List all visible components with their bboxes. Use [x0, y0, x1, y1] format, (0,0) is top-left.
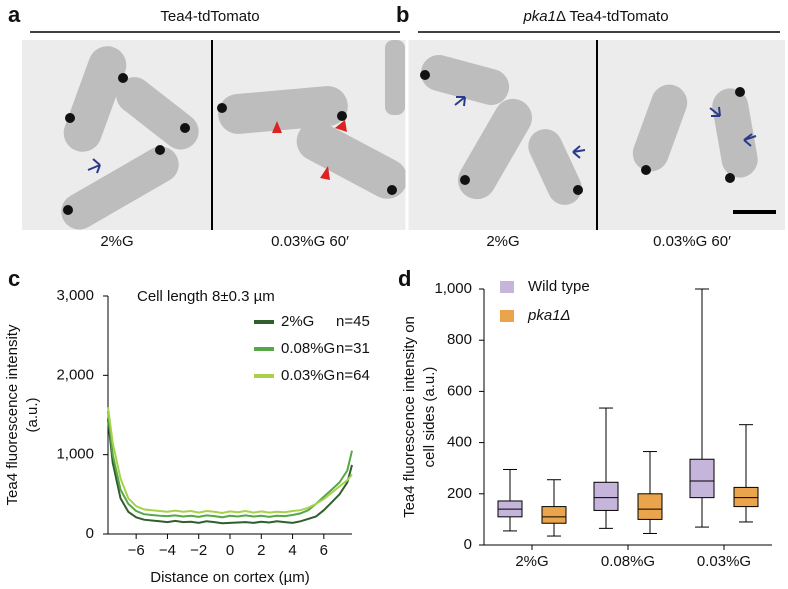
y-axis-label: (a.u.) — [24, 397, 41, 432]
panel-label: b — [396, 2, 409, 27]
y-tick-label: 800 — [447, 331, 472, 348]
condition-label: 0.03%G 60′ — [271, 233, 349, 250]
series-line — [107, 406, 353, 515]
legend-label: Wild type — [528, 278, 590, 295]
legend-note: n=64 — [336, 367, 370, 384]
y-tick-label: 400 — [447, 434, 472, 451]
legend-label: 2%G — [281, 313, 314, 330]
legend-note: n=45 — [336, 313, 370, 330]
box — [637, 493, 663, 520]
panel-title: Tea4-tdTomato — [160, 8, 259, 25]
y-axis-label: Tea4 fluorescence intensity on — [401, 316, 418, 518]
condition-label: 2%G — [486, 233, 519, 250]
x-tick-label: 2 — [257, 542, 265, 559]
x-tick-label: 6 — [320, 542, 328, 559]
x-tick-label: 0.03%G — [697, 553, 751, 570]
legend-label: 0.08%G — [281, 340, 335, 357]
y-tick-label: 0 — [464, 536, 472, 553]
condition-label: 0.03%G 60′ — [653, 233, 731, 250]
series-line — [107, 410, 353, 519]
x-tick-label: 0 — [226, 542, 234, 559]
y-axis-label: Tea4 fluorescence intensity — [4, 324, 21, 505]
micrographs — [22, 40, 785, 230]
title-rest: Δ Tea4-tdTomato — [556, 8, 669, 25]
y-axis-label: cell sides (a.u.) — [421, 367, 438, 468]
y-tick-label: 0 — [86, 525, 94, 542]
x-tick-label: −6 — [128, 542, 145, 559]
x-tick-label: −4 — [159, 542, 176, 559]
x-axis-label: Distance on cortex (µm) — [150, 569, 310, 586]
legend-note: n=31 — [336, 340, 370, 357]
y-tick-label: 600 — [447, 382, 472, 399]
y-tick-label: 1,000 — [434, 280, 472, 297]
y-tick-label: 3,000 — [56, 287, 94, 304]
y-tick-label: 2,000 — [56, 366, 94, 383]
x-tick-label: 0.08%G — [601, 553, 655, 570]
x-tick-label: −2 — [190, 542, 207, 559]
box — [593, 481, 619, 511]
box — [689, 458, 715, 499]
series-line — [107, 418, 353, 525]
legend-label: pka1Δ — [527, 307, 571, 324]
legend-swatch — [500, 281, 514, 293]
legend-swatch — [500, 310, 514, 322]
x-tick-label: 4 — [288, 542, 296, 559]
panel-title: pka1Δ Tea4-tdTomato — [522, 8, 668, 25]
title-italic: pka1 — [522, 8, 556, 25]
x-tick-label: 2%G — [515, 553, 548, 570]
y-tick-label: 1,000 — [56, 446, 94, 463]
y-tick-label: 200 — [447, 485, 472, 502]
box — [541, 506, 567, 524]
panel-label: a — [8, 2, 21, 27]
condition-label: 2%G — [100, 233, 133, 250]
legend-label: 0.03%G — [281, 367, 335, 384]
box — [733, 486, 759, 508]
annotation: Cell length 8±0.3 µm — [137, 288, 275, 305]
panel-label: c — [8, 266, 20, 291]
panel-label: d — [398, 266, 411, 291]
